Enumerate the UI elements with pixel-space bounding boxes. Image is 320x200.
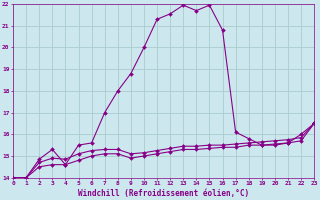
X-axis label: Windchill (Refroidissement éolien,°C): Windchill (Refroidissement éolien,°C) [78,189,249,198]
